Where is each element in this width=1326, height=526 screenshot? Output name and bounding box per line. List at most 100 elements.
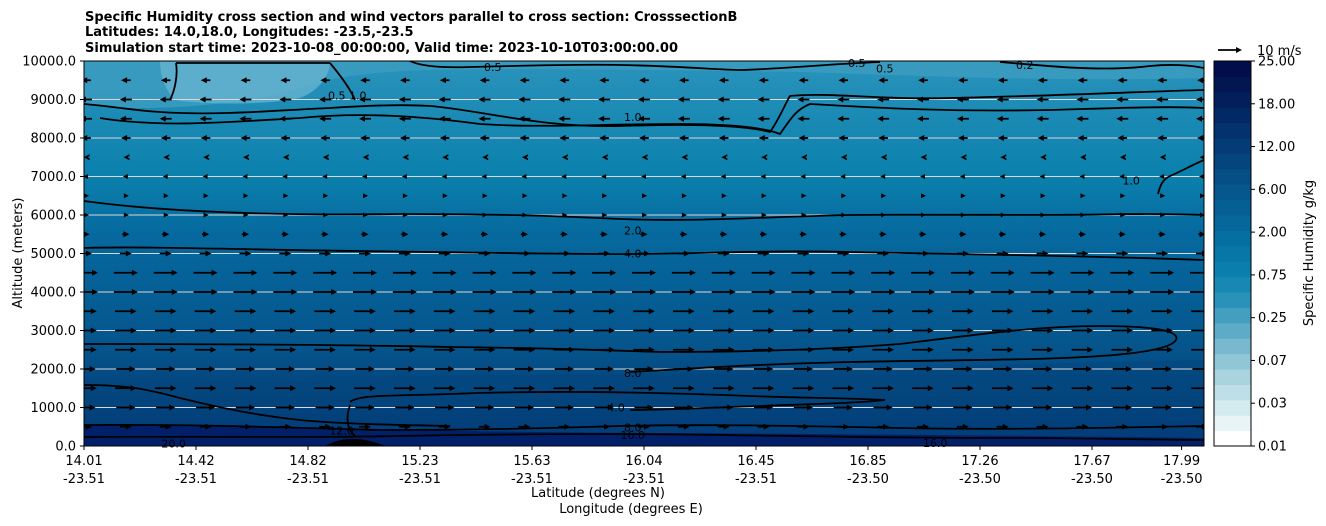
- wind-arrow: [1076, 115, 1089, 122]
- wind-arrow: [1111, 346, 1134, 353]
- wind-arrow: [199, 115, 212, 122]
- wind-arrow: [119, 115, 132, 122]
- wind-arrow: [1191, 310, 1204, 313]
- wind-arrow: [1116, 423, 1129, 430]
- wind-arrow: [841, 212, 847, 218]
- wind-arrow: [313, 269, 338, 276]
- colorbar-band: [1214, 107, 1251, 124]
- wind-arrow: [639, 77, 649, 84]
- wind-arrow: [593, 327, 615, 334]
- contour-line: [169, 62, 356, 101]
- wind-arrow: [677, 423, 690, 430]
- wind-arrow: [877, 250, 890, 257]
- wind-arrow: [632, 289, 656, 295]
- wind-arrow: [240, 135, 251, 141]
- x-tick-label-lon: -23.51: [63, 472, 105, 487]
- wind-arrow: [673, 308, 695, 315]
- wind-arrow: [480, 231, 489, 238]
- wind-arrow: [880, 154, 887, 161]
- wind-arrow: [156, 366, 176, 372]
- wind-arrow: [203, 212, 209, 218]
- wind-arrow: [841, 193, 847, 199]
- colorbar-tick-label: 12.00: [1258, 140, 1295, 155]
- colorbar-band: [1214, 430, 1251, 447]
- wind-arrow: [200, 135, 211, 141]
- wind-arrow: [1117, 77, 1128, 84]
- wind-arrow: [518, 115, 531, 122]
- plot-area: 0.5 0.5 0.5 0.2 0.5 1.0 1.0 1.0 2.0 4.0 8.0 4.0 8.0…: [83, 57, 1205, 450]
- title-line-3: Simulation start time: 2023-10-08_00:00:…: [85, 41, 678, 56]
- wind-arrow: [554, 404, 574, 411]
- wind-arrow: [1191, 329, 1204, 332]
- wind-arrow: [359, 115, 371, 122]
- wind-arrow: [633, 308, 655, 315]
- colorbar-band: [1214, 215, 1251, 231]
- colorbar-tick-label: 0.03: [1258, 397, 1287, 412]
- wind-arrow: [996, 250, 1009, 257]
- wind-arrow: [917, 96, 929, 103]
- chart-title: Specific Humidity cross section and wind…: [85, 10, 737, 56]
- contour-line: [999, 61, 1204, 70]
- wind-arrow: [1151, 308, 1173, 315]
- wind-arrow: [671, 289, 696, 295]
- wind-arrow: [203, 193, 209, 199]
- wind-arrow: [921, 212, 926, 218]
- wind-arrow: [432, 289, 457, 295]
- wind-arrow: [474, 404, 495, 411]
- wind-arrow: [472, 289, 497, 295]
- wind-arrow: [314, 346, 336, 353]
- wind-arrow: [159, 250, 172, 257]
- wind-key-arrow-shape: [1218, 47, 1242, 53]
- colorbar-band: [1214, 138, 1251, 154]
- x-tick-label-lat: 17.26: [961, 454, 998, 469]
- wind-arrow: [193, 289, 218, 295]
- wind-arrow: [950, 289, 975, 295]
- wind-arrow: [320, 77, 330, 84]
- colorbar-band: [1214, 322, 1251, 339]
- wind-arrow: [833, 404, 853, 411]
- colorbar-bands: [1214, 61, 1251, 447]
- wind-arrow: [1032, 404, 1053, 411]
- wind-arrow: [84, 404, 96, 411]
- colorbar: 0.01 0.03 0.07 0.25 0.75 2.00 6.00 12.00 18.00 25…: [1213, 55, 1317, 455]
- wind-arrow: [996, 423, 1009, 430]
- wind-arrow: [674, 404, 694, 411]
- wind-arrow: [1080, 193, 1086, 199]
- wind-arrow: [122, 231, 130, 238]
- wind-arrow: [1152, 366, 1172, 372]
- wind-arrow: [280, 77, 291, 84]
- wind-arrow: [1111, 308, 1134, 315]
- wind-arrow: [958, 135, 968, 141]
- wind-arrow: [681, 212, 687, 218]
- wind-arrow: [558, 250, 571, 257]
- wind-arrow: [482, 212, 488, 218]
- wind-arrow: [917, 423, 929, 430]
- wind-arrow: [84, 135, 91, 141]
- wind-arrow: [234, 308, 257, 315]
- wind-arrow: [194, 327, 217, 334]
- wind-arrow: [435, 366, 455, 372]
- wind-arrow: [953, 404, 973, 411]
- wind-arrow: [398, 96, 411, 103]
- wind-arrow: [84, 308, 97, 315]
- wind-arrow: [712, 346, 735, 353]
- wind-arrow: [601, 154, 608, 161]
- wind-arrow: [512, 269, 537, 276]
- wind-arrow: [680, 174, 686, 179]
- wind-arrow: [513, 346, 536, 353]
- wind-arrow: [562, 212, 568, 218]
- wind-arrow: [159, 96, 172, 103]
- x-tick-label-lat: 16.45: [737, 454, 774, 469]
- wind-arrow: [959, 231, 967, 238]
- wind-arrow: [1191, 387, 1204, 390]
- wind-arrow: [751, 289, 776, 295]
- wind-arrow: [1072, 366, 1093, 372]
- wind-arrow: [1031, 308, 1054, 315]
- wind-arrow: [562, 193, 568, 199]
- wind-arrow: [1191, 348, 1204, 351]
- wind-arrow: [720, 174, 726, 179]
- colorbar-tick-label: 0.75: [1258, 268, 1287, 283]
- wind-arrow: [1076, 423, 1089, 430]
- wind-arrow: [275, 366, 295, 372]
- x-tick-label-lat: 14.82: [289, 454, 326, 469]
